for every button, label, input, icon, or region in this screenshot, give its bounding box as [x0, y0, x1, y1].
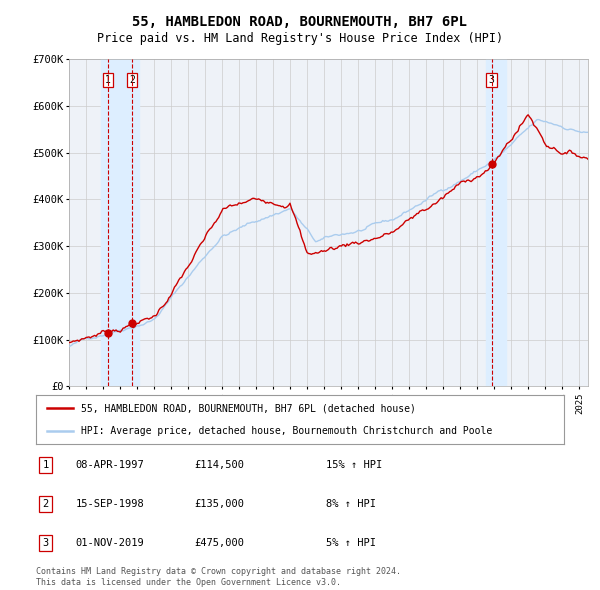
Text: 3: 3 — [488, 76, 494, 86]
Text: 2: 2 — [43, 499, 49, 509]
Text: 55, HAMBLEDON ROAD, BOURNEMOUTH, BH7 6PL (detached house): 55, HAMBLEDON ROAD, BOURNEMOUTH, BH7 6PL… — [81, 404, 416, 414]
Text: 1: 1 — [104, 76, 110, 86]
Text: HPI: Average price, detached house, Bournemouth Christchurch and Poole: HPI: Average price, detached house, Bour… — [81, 425, 492, 435]
Text: Contains HM Land Registry data © Crown copyright and database right 2024.
This d: Contains HM Land Registry data © Crown c… — [36, 568, 401, 586]
Text: Price paid vs. HM Land Registry's House Price Index (HPI): Price paid vs. HM Land Registry's House … — [97, 32, 503, 45]
Text: 15% ↑ HPI: 15% ↑ HPI — [326, 460, 383, 470]
Text: 3: 3 — [43, 538, 49, 548]
Text: £114,500: £114,500 — [194, 460, 244, 470]
Text: 8% ↑ HPI: 8% ↑ HPI — [326, 499, 376, 509]
Text: 15-SEP-1998: 15-SEP-1998 — [76, 499, 145, 509]
Text: 01-NOV-2019: 01-NOV-2019 — [76, 538, 145, 548]
Text: 1: 1 — [43, 460, 49, 470]
Text: 55, HAMBLEDON ROAD, BOURNEMOUTH, BH7 6PL: 55, HAMBLEDON ROAD, BOURNEMOUTH, BH7 6PL — [133, 15, 467, 30]
Text: 2: 2 — [129, 76, 135, 86]
Bar — [101, 59, 139, 386]
Text: £135,000: £135,000 — [194, 499, 244, 509]
Text: £475,000: £475,000 — [194, 538, 244, 548]
Bar — [486, 59, 506, 386]
Text: 5% ↑ HPI: 5% ↑ HPI — [326, 538, 376, 548]
Text: 08-APR-1997: 08-APR-1997 — [76, 460, 145, 470]
